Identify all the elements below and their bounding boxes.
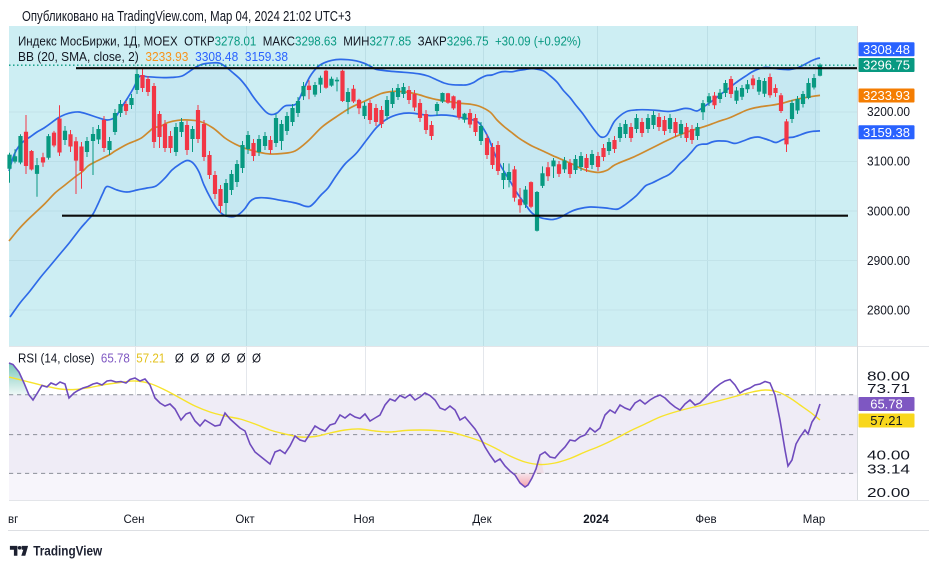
svg-text:3296.75: 3296.75 bbox=[863, 58, 910, 73]
svg-text:Индекс МосБиржи, 1Д, MOEX ОТК: Индекс МосБиржи, 1Д, MOEX ОТКР3278.01 МА… bbox=[18, 34, 581, 49]
svg-text:Опубликовано на TradingView.co: Опубликовано на TradingView.com, Мар 04,… bbox=[22, 8, 351, 25]
svg-text:73.71: 73.71 bbox=[867, 381, 910, 396]
svg-text:20.00: 20.00 bbox=[867, 485, 910, 500]
svg-text:Ноя: Ноя bbox=[354, 514, 375, 526]
svg-text:80.00: 80.00 bbox=[867, 369, 910, 384]
svg-text:TradingView: TradingView bbox=[33, 544, 103, 559]
svg-text:3159.38: 3159.38 bbox=[863, 125, 910, 140]
svg-text:57.21: 57.21 bbox=[870, 413, 903, 428]
svg-text:Мар: Мар bbox=[803, 514, 826, 526]
svg-text:33.14: 33.14 bbox=[867, 462, 910, 477]
svg-text:2800.00: 2800.00 bbox=[867, 303, 910, 318]
svg-text:3000.00: 3000.00 bbox=[867, 204, 910, 219]
svg-text:3100.00: 3100.00 bbox=[867, 154, 910, 169]
svg-text:Фев: Фев bbox=[695, 514, 716, 526]
svg-text:Сен: Сен bbox=[123, 514, 144, 526]
svg-text:BB (20, SMA, close, 2) 3233.9: BB (20, SMA, close, 2) 3233.93 3308.48 3… bbox=[18, 49, 288, 64]
svg-text:2024: 2024 bbox=[583, 514, 609, 526]
svg-text:3200.00: 3200.00 bbox=[867, 104, 910, 119]
svg-text:Окт: Окт bbox=[235, 514, 255, 526]
svg-text:Дек: Дек bbox=[472, 514, 492, 526]
svg-text:2900.00: 2900.00 bbox=[867, 253, 910, 268]
svg-text:3233.93: 3233.93 bbox=[863, 88, 910, 103]
svg-text:40.00: 40.00 bbox=[867, 448, 910, 463]
svg-text:65.78: 65.78 bbox=[870, 397, 903, 412]
svg-text:вг: вг bbox=[8, 514, 18, 526]
svg-text:3308.48: 3308.48 bbox=[863, 42, 910, 57]
svg-text:RSI (14, close) 65.78 57.21: RSI (14, close) 65.78 57.21 Ø Ø Ø Ø Ø Ø bbox=[18, 351, 261, 366]
